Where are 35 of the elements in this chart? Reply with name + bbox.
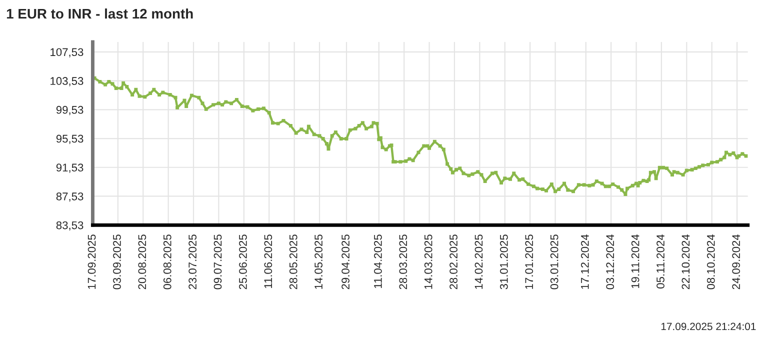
x-tick-label: 08.10.2024 bbox=[706, 234, 715, 290]
x-tick-label: 25.06.2025 bbox=[239, 234, 247, 290]
x-tick-label: 17.12.2024 bbox=[580, 234, 589, 289]
text: 17.09.2025 21:24:01 bbox=[661, 322, 756, 330]
x-tick-label: 17.01.2025 bbox=[525, 234, 534, 289]
x-tick-label: 03.09.2025 bbox=[113, 234, 121, 290]
x-tick-label: 03.12.2024 bbox=[606, 234, 614, 290]
x-tick-label: 20.08.2025 bbox=[138, 234, 146, 290]
x-tick-label: 24.09.2024 bbox=[732, 234, 740, 290]
x-tick-label: 11.06.2025 bbox=[264, 234, 272, 288]
x-tick-label: 06.08.2025 bbox=[163, 234, 172, 290]
x-tick-label: 09.07.2025 bbox=[214, 234, 222, 290]
x-tick-label: 14.03.2025 bbox=[424, 234, 432, 289]
x-tick-label: 28.02.2025 bbox=[450, 234, 458, 290]
x-tick-label: 31.01.2025 bbox=[500, 234, 508, 290]
x-tick-label: 28.05.2025 bbox=[289, 234, 298, 290]
y-tick-label: 107,53 bbox=[50, 48, 84, 58]
x-tick-label: 14.05.2025 bbox=[314, 234, 322, 289]
x-tick-label: 11.04.2025 bbox=[374, 234, 382, 288]
x-tick-label: 29.04.2025 bbox=[342, 234, 350, 290]
x-tick-label: 17.09.2025 bbox=[88, 234, 96, 289]
y-tick-label: 87,53 bbox=[56, 192, 84, 202]
x-tick-label: 28.03.2025 bbox=[399, 234, 408, 290]
y-tick-label: 103,53 bbox=[50, 77, 84, 86]
y-tick-label: 95,53 bbox=[56, 134, 84, 144]
x-tick-label: 03.01.2025 bbox=[550, 234, 558, 290]
x-tick-label: 23.07.2025 bbox=[188, 234, 196, 290]
x-tick-label: 19.11.2024 bbox=[631, 234, 640, 288]
y-tick-label: 99,53 bbox=[56, 106, 84, 116]
chart-title: 1 EUR to INR - last 12 month bbox=[6, 8, 193, 19]
x-tick-label: 22.10.2024 bbox=[682, 234, 690, 290]
x-tick-label: 14.02.2025 bbox=[474, 234, 483, 289]
y-tick-label: 91,53 bbox=[56, 164, 84, 173]
x-tick-label: 05.11.2024 bbox=[656, 234, 664, 288]
y-tick-label: 83,53 bbox=[56, 221, 84, 231]
